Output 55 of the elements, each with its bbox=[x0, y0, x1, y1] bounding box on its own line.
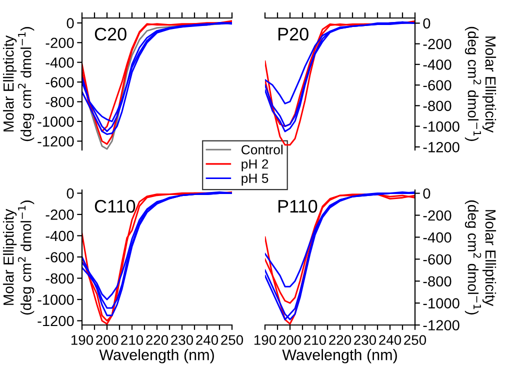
chart-title: C110 bbox=[94, 200, 136, 213]
y-tick-label: -800 bbox=[46, 96, 74, 108]
y-axis-title: Molar Ellipticity (deg cm$^{2}$ dmol$^{−1}$) bbox=[3, 27, 34, 142]
y-tick-label: 0 bbox=[66, 188, 74, 199]
y-axis-title: Molar Ellipticity (deg cm$^{2}$ dmol$^{−1}$) bbox=[464, 200, 496, 314]
x-tick-label: 190 bbox=[71, 335, 94, 345]
y-tick-label: -600 bbox=[46, 77, 74, 88]
y-tick-label: -1000 bbox=[38, 116, 74, 127]
x-tick-label: 200 bbox=[279, 335, 302, 345]
y-tick-label: -400 bbox=[46, 57, 74, 68]
y-tick-label: -800 bbox=[423, 276, 452, 287]
x-tick-label: 250 bbox=[404, 335, 426, 345]
y-tick-label: -600 bbox=[46, 252, 74, 262]
y-tick-label: -200 bbox=[46, 38, 74, 48]
y-tick-label: -400 bbox=[46, 230, 74, 242]
y-tick-label: -600 bbox=[423, 254, 452, 265]
legend-label: Control bbox=[242, 144, 283, 154]
chart-title: P110 bbox=[278, 200, 318, 213]
y-tick-label: -200 bbox=[423, 38, 452, 50]
x-tick-label: 220 bbox=[329, 335, 352, 345]
legend-label: pH 2 bbox=[242, 159, 268, 172]
y-tick-label: -200 bbox=[46, 210, 74, 220]
y-tick-label: 0 bbox=[423, 18, 430, 29]
x-tick-label: 240 bbox=[379, 335, 402, 345]
y-axis-title: Molar Ellipticity (deg cm$^{2}$ dmol$^{−1}$) bbox=[3, 200, 34, 315]
x-tick-label: 200 bbox=[96, 335, 118, 345]
y-tick-label: -800 bbox=[423, 100, 452, 112]
y-tick-label: -400 bbox=[423, 232, 452, 243]
y-tick-label: -1200 bbox=[38, 136, 74, 147]
legend-label: pH 5 bbox=[242, 174, 268, 186]
y-tick-label: -200 bbox=[423, 210, 452, 221]
x-tick-label: 210 bbox=[121, 335, 144, 345]
y-tick-label: -400 bbox=[423, 60, 452, 70]
y-tick-label: -1200 bbox=[423, 320, 460, 330]
x-tick-label: 210 bbox=[304, 335, 326, 345]
y-tick-label: -1000 bbox=[423, 121, 460, 132]
y-tick-label: -1000 bbox=[38, 294, 74, 305]
x-tick-label: 230 bbox=[171, 335, 194, 345]
y-tick-label: -1200 bbox=[423, 142, 460, 152]
x-tick-label: 240 bbox=[196, 335, 218, 345]
y-tick-label: 0 bbox=[66, 18, 74, 28]
y-tick-label: -800 bbox=[46, 273, 74, 284]
x-tick-label: 250 bbox=[221, 335, 244, 345]
y-tick-label: -600 bbox=[423, 80, 452, 90]
y-tick-label: -1000 bbox=[423, 298, 460, 308]
chart-title: C20 bbox=[94, 28, 126, 40]
x-tick-label: 220 bbox=[146, 335, 168, 345]
x-tick-label: 230 bbox=[354, 335, 376, 345]
x-axis-title: Wavelength (nm) bbox=[282, 349, 397, 364]
y-axis-title: Molar Ellipticity (deg cm$^{2}$ dmol$^{−1}$) bbox=[464, 26, 496, 141]
x-tick-label: 190 bbox=[254, 335, 276, 345]
y-tick-label: 0 bbox=[423, 188, 430, 199]
y-tick-label: -1200 bbox=[38, 316, 74, 326]
x-axis-title: Wavelength (nm) bbox=[99, 349, 214, 364]
chart-title: P20 bbox=[278, 28, 308, 40]
